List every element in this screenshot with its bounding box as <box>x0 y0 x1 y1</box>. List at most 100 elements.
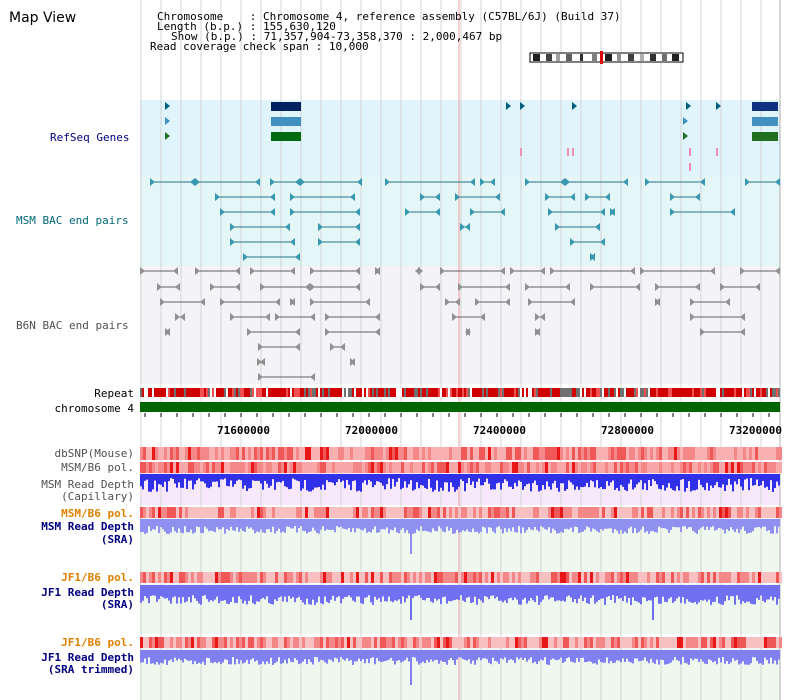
jf1-trimmed-depth-bar <box>634 650 636 659</box>
msm-capillary-depth-bar <box>218 474 220 488</box>
msm-pol-2-heat-cell <box>542 507 545 518</box>
msm-sra-depth-bar <box>224 519 226 534</box>
jf1-pol-heat-cell <box>536 572 539 583</box>
jf1-trimmed-depth-bar <box>564 650 566 662</box>
jf1-trimmed-depth-bar <box>778 650 780 660</box>
jf1-sra-depth-bar <box>706 585 708 602</box>
msm-sra-depth-bar <box>614 519 616 529</box>
dbsnp-heat-cell <box>248 447 251 460</box>
jf1-sra-depth-bar <box>664 585 666 602</box>
msm-capillary-depth-bar <box>680 474 682 480</box>
jf1-pol-2-heat-cell <box>647 637 650 648</box>
jf1-sra-depth-bar <box>460 585 462 596</box>
dbsnp-heat-cell <box>536 447 539 460</box>
msm-pol-2-heat-cell <box>305 507 308 518</box>
track-label-b6n-bac[interactable]: B6N BAC end pairs <box>16 319 129 332</box>
b6n-bac-end <box>630 267 635 275</box>
repeat-segment <box>578 388 580 397</box>
dbsnp-heat-cell <box>272 447 275 460</box>
msm-capillary-depth-bar <box>566 474 568 490</box>
track-label-msm-bac[interactable]: MSM BAC end pairs <box>16 214 129 227</box>
jf1-sra-depth-bar <box>632 585 634 598</box>
msm-capillary-depth-bar <box>512 474 514 490</box>
msm-sra-depth-bar <box>220 519 222 530</box>
b6n-bac-end <box>465 328 470 336</box>
msm-capillary-depth-bar <box>238 474 240 480</box>
msm-sra-depth-bar <box>178 519 180 529</box>
jf1-pol-2-heat-cell <box>515 637 518 648</box>
b6n-bac-end <box>257 358 262 366</box>
msm-pol-2-heat-cell <box>425 507 428 518</box>
b6n-bac-end <box>295 343 300 351</box>
repeat-segment <box>312 388 314 397</box>
jf1-pol-2-heat-cell <box>176 637 179 648</box>
msm-capillary-depth-bar <box>714 474 716 486</box>
msm-pol-2-heat-cell <box>206 507 209 518</box>
jf1-pol-heat-cell <box>455 572 458 583</box>
jf1-sra-depth-bar <box>144 585 146 597</box>
msm-sra-depth-bar <box>766 519 768 532</box>
msm-pol-2-heat-cell <box>197 507 200 518</box>
msm-pol-2-heat-cell <box>233 507 236 518</box>
refseq-gene-cluster <box>752 132 778 141</box>
msm-pol-heat-cell <box>689 462 692 473</box>
jf1-sra-depth-bar <box>368 585 370 596</box>
chromosome-value: Chromosome 4, reference assembly (C57BL/… <box>262 10 621 23</box>
msm-capillary-depth-bar <box>250 474 252 489</box>
jf1-trimmed-depth-bar <box>222 650 224 663</box>
msm-sra-depth-bar <box>190 519 192 530</box>
msm-bac-end <box>255 178 260 186</box>
msm-pol-heat-cell <box>512 462 515 473</box>
msm-pol-heat-cell <box>305 462 308 473</box>
msm-bac-end <box>290 238 295 246</box>
msm-pol-heat-cell <box>464 462 467 473</box>
msm-pol-2-heat-cell <box>737 507 740 518</box>
jf1-pol-heat-cell <box>296 572 299 583</box>
jf1-sra-depth-bar <box>212 585 214 602</box>
msm-bac-end <box>420 193 425 201</box>
jf1-sra-depth-bar <box>392 585 394 603</box>
jf1-pol-2-heat-cell <box>629 637 632 648</box>
jf1-trimmed-depth-bar <box>382 650 384 662</box>
msm-pol-heat-cell <box>326 462 329 473</box>
jf1-sra-depth-bar <box>356 585 358 597</box>
msm-sra-depth-bar <box>396 519 398 533</box>
msm-pol-heat-cell <box>173 462 176 473</box>
jf1-sra-depth-bar <box>232 585 234 598</box>
msm-pol-heat-cell <box>221 462 224 473</box>
msm-pol-2-heat-cell <box>764 507 767 518</box>
dbsnp-heat-cell <box>512 447 515 460</box>
jf1-sra-depth-bar <box>164 585 166 599</box>
dbsnp-heat-cell <box>590 447 593 460</box>
msm-capillary-depth-bar <box>496 474 498 484</box>
jf1-pol-2-heat-cell <box>737 637 740 648</box>
jf1-pol-heat-cell <box>470 572 473 583</box>
jf1-sra-depth-bar <box>354 585 356 603</box>
jf1-pol-heat-cell <box>287 572 290 583</box>
jf1-trimmed-depth-bar <box>242 650 244 664</box>
jf1-pol-2-heat-cell <box>632 637 635 648</box>
repeat-segment <box>240 388 242 397</box>
msm-pol-heat-cell <box>638 462 641 473</box>
msm-bac-end <box>495 193 500 201</box>
jf1-trimmed-depth-bar <box>322 650 324 661</box>
b6n-bac-end <box>235 283 240 291</box>
jf1-trimmed-depth-bar <box>606 650 608 658</box>
msm-sra-depth-bar <box>386 519 388 528</box>
b6n-bac-end <box>710 267 715 275</box>
jf1-sra-depth-bar <box>174 585 176 597</box>
jf1-trimmed-depth-bar <box>642 650 644 661</box>
jf1-pol-heat-cell <box>656 572 659 583</box>
msm-capillary-depth-bar <box>670 474 672 489</box>
jf1-pol-heat-cell <box>740 572 743 583</box>
jf1-trimmed-depth-bar <box>480 650 482 661</box>
jf1-trimmed-depth-bar <box>426 650 428 660</box>
msm-sra-depth-bar <box>482 519 484 527</box>
b6n-bac-end <box>175 283 180 291</box>
jf1-pol-2-heat-cell <box>575 637 578 648</box>
repeat-segment <box>354 388 356 397</box>
jf1-trimmed-depth-bar <box>528 650 530 660</box>
track-label-refseq-genes[interactable]: RefSeq Genes <box>50 131 130 144</box>
dbsnp-heat-cell <box>770 447 773 460</box>
